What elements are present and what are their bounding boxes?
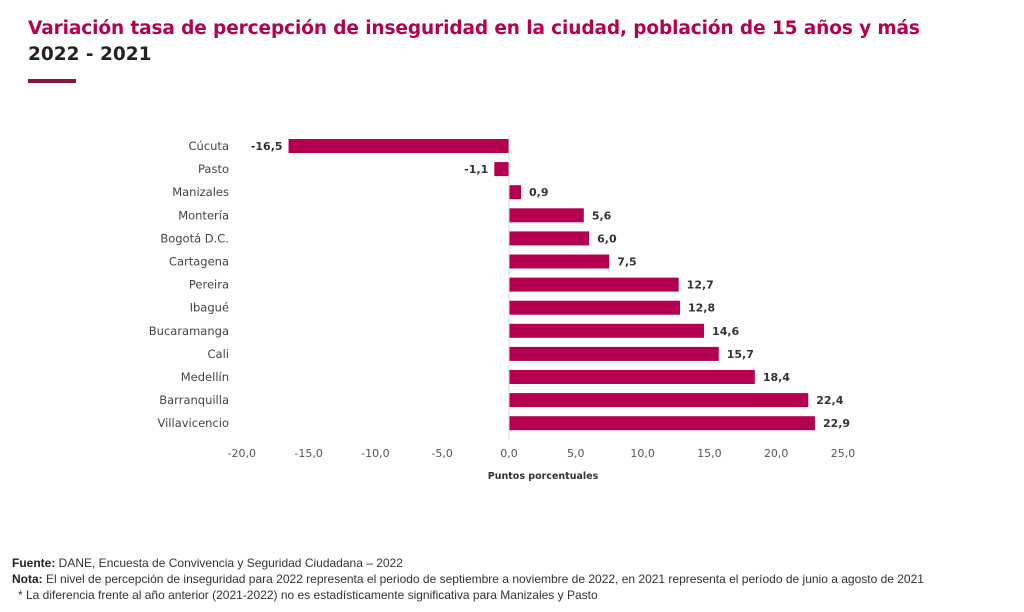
x-tick-label: -15,0 <box>294 447 322 460</box>
note: Nota: El nivel de percepción de inseguri… <box>12 572 924 586</box>
value-label: 12,8 <box>688 302 715 315</box>
x-tick-label: -5,0 <box>431 447 452 460</box>
value-labels: -16,5 -1,1 0,9 5,6 6,07,5 12,7 12,8 14,6 15,7 18,… <box>251 140 850 430</box>
category-label: Pasto <box>198 162 229 176</box>
source-note: Fuente: DANE, Encuesta de Convivencia y … <box>12 556 403 570</box>
value-label: 18,4 <box>763 371 790 384</box>
x-tick-label: 5,0 <box>567 447 585 460</box>
x-tick-label: 25,0 <box>831 447 856 460</box>
source-label: Fuente: <box>12 556 56 570</box>
bar-chart: Cúcuta Pasto Manizales Montería Bogotá D.C. C… <box>149 135 856 482</box>
value-label: 15,7 <box>727 348 754 361</box>
bar-cali <box>509 346 719 361</box>
category-label: Ibagué <box>190 301 229 315</box>
category-label: Cúcuta <box>189 139 230 153</box>
value-label: 5,6 <box>592 209 612 222</box>
category-labels: Cúcuta Pasto Manizales Montería Bogotá D.C. C… <box>149 139 229 430</box>
bar-bogot-d-c- <box>509 231 590 246</box>
category-label: Cartagena <box>169 255 229 269</box>
category-label: Bucaramanga <box>149 324 229 338</box>
chart-title: Variación tasa de percepción de inseguri… <box>28 18 920 39</box>
x-tick-labels: -20,0 -15,0 -10,0 -5,0 0,0 5,0 10,0 15,0 20,0 25,… <box>228 447 856 460</box>
chart-subtitle: 2022 - 2021 <box>28 44 152 65</box>
value-label: -16,5 <box>251 140 283 153</box>
category-label: Medellín <box>181 370 229 384</box>
bar-c-cuta <box>288 139 509 153</box>
value-label: -1,1 <box>464 163 488 176</box>
category-label: Pereira <box>189 278 229 292</box>
x-tick-label: 10,0 <box>630 447 655 460</box>
bar-manizales <box>509 185 522 200</box>
x-tick-label: 15,0 <box>697 447 722 460</box>
bar-monter-a <box>509 208 584 223</box>
bar-cartagena <box>509 254 610 269</box>
category-label: Villavicencio <box>158 416 230 430</box>
category-label: Manizales <box>172 185 229 199</box>
bar-medell-n <box>509 370 755 384</box>
value-label: 22,4 <box>816 394 843 407</box>
value-label: 7,5 <box>617 256 637 269</box>
asterisk-note: * La diferencia frente al año anterior (… <box>18 588 598 602</box>
category-label: Bogotá D.C. <box>160 231 229 245</box>
note-text: El nivel de percepción de inseguridad pa… <box>42 572 924 586</box>
bar-bucaramanga <box>509 323 705 338</box>
x-tick-label: -20,0 <box>228 447 256 460</box>
category-label: Montería <box>178 208 229 222</box>
category-label: Barranquilla <box>159 393 229 407</box>
title-accent-divider <box>28 79 76 83</box>
bars-group <box>288 139 815 431</box>
source-text: DANE, Encuesta de Convivencia y Segurida… <box>55 556 403 570</box>
value-label: 22,9 <box>823 417 850 430</box>
x-tick-label: 20,0 <box>764 447 789 460</box>
bar-barranquilla <box>509 393 809 408</box>
x-tick-label: -10,0 <box>361 447 389 460</box>
value-label: 14,6 <box>712 325 739 338</box>
bar-villavicencio <box>509 416 815 431</box>
value-label: 12,7 <box>687 279 714 292</box>
bar-ibagu- <box>509 300 681 315</box>
value-label: 6,0 <box>597 232 617 245</box>
bar-pasto <box>494 162 509 177</box>
value-label: 0,9 <box>529 186 549 199</box>
category-label: Cali <box>208 347 229 361</box>
note-label: Nota: <box>12 572 43 586</box>
bar-pereira <box>509 277 679 292</box>
x-axis-label: Puntos porcentuales <box>488 471 599 482</box>
x-tick-label: 0,0 <box>500 447 518 460</box>
